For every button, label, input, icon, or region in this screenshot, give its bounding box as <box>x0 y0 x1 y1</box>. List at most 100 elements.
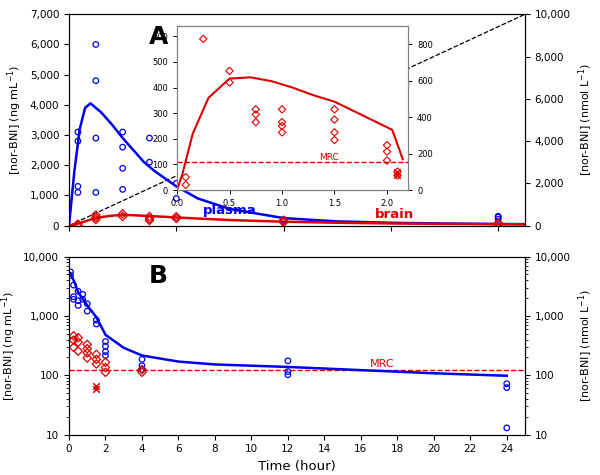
Point <box>279 218 289 226</box>
Point <box>172 215 181 222</box>
Point <box>78 291 88 298</box>
Point <box>277 129 287 136</box>
Point <box>92 320 101 328</box>
Point <box>172 213 181 220</box>
Point <box>78 295 88 303</box>
Point <box>145 158 154 166</box>
Point <box>82 349 92 357</box>
Point <box>145 213 154 220</box>
Text: B: B <box>149 264 168 288</box>
Point <box>73 297 83 304</box>
Point <box>92 316 101 324</box>
Point <box>137 356 147 363</box>
Point <box>118 186 127 193</box>
Point <box>118 164 127 172</box>
Point <box>92 356 101 363</box>
Y-axis label: [nor-BNI] (ng mL$^{-1}$): [nor-BNI] (ng mL$^{-1}$) <box>5 65 24 175</box>
Point <box>69 281 79 289</box>
Point <box>493 219 503 227</box>
Point <box>392 168 402 175</box>
Point <box>73 220 83 228</box>
Point <box>73 182 83 190</box>
Point <box>69 293 79 301</box>
Point <box>91 216 101 223</box>
Point <box>251 105 260 113</box>
Point <box>279 217 289 225</box>
Point <box>502 380 512 388</box>
Y-axis label: [nor-BNI] (ng mL$^{-1}$): [nor-BNI] (ng mL$^{-1}$) <box>0 290 18 401</box>
Point <box>91 211 101 219</box>
Point <box>73 302 83 309</box>
Point <box>137 366 147 373</box>
Text: MRC: MRC <box>370 359 395 369</box>
Point <box>181 173 191 181</box>
Point <box>82 300 92 307</box>
Point <box>73 189 83 196</box>
Point <box>66 272 76 279</box>
Point <box>181 181 191 189</box>
Point <box>283 368 293 375</box>
Point <box>73 334 83 342</box>
Point <box>91 189 101 196</box>
Point <box>382 157 392 164</box>
Point <box>277 118 287 126</box>
Point <box>101 342 110 350</box>
Point <box>283 357 293 365</box>
Text: A: A <box>149 25 168 49</box>
Point <box>283 371 293 379</box>
Point <box>82 307 92 315</box>
Point <box>101 364 110 371</box>
Point <box>101 348 110 355</box>
Point <box>92 360 101 368</box>
Point <box>73 137 83 145</box>
Point <box>251 111 260 118</box>
Point <box>493 216 503 223</box>
Point <box>118 213 127 220</box>
Point <box>330 116 340 124</box>
Point <box>279 218 289 226</box>
Point <box>92 386 101 393</box>
Point <box>502 384 512 391</box>
Point <box>382 142 392 149</box>
Point <box>137 362 147 370</box>
Point <box>145 215 154 223</box>
Point <box>279 216 289 223</box>
X-axis label: Time (hour): Time (hour) <box>258 460 336 473</box>
Point <box>137 366 147 373</box>
Point <box>251 118 260 126</box>
Point <box>101 359 110 366</box>
Text: brain: brain <box>375 208 414 221</box>
Point <box>172 180 181 187</box>
Point <box>82 341 92 348</box>
Point <box>73 221 83 229</box>
Point <box>330 105 340 113</box>
Text: MRC: MRC <box>319 153 338 162</box>
Point <box>224 67 234 75</box>
Point <box>145 217 154 224</box>
Point <box>277 122 287 130</box>
Point <box>66 268 76 276</box>
Point <box>493 212 503 220</box>
Point <box>382 148 392 155</box>
Point <box>69 336 79 344</box>
Point <box>91 41 101 48</box>
Point <box>118 143 127 151</box>
Point <box>69 343 79 351</box>
Point <box>118 210 127 218</box>
Point <box>502 424 512 432</box>
Point <box>91 77 101 85</box>
Point <box>101 352 110 359</box>
Point <box>73 338 83 346</box>
Point <box>330 129 340 136</box>
Point <box>392 171 402 179</box>
Point <box>73 287 83 295</box>
Point <box>82 354 92 362</box>
Point <box>69 295 79 303</box>
Point <box>172 195 181 202</box>
Point <box>224 79 234 86</box>
Text: plasma: plasma <box>203 204 257 217</box>
Point <box>493 220 503 228</box>
Point <box>69 332 79 340</box>
Point <box>493 213 503 221</box>
Y-axis label: [nor-BNI] (nmol L$^{-1}$): [nor-BNI] (nmol L$^{-1}$) <box>576 289 595 402</box>
